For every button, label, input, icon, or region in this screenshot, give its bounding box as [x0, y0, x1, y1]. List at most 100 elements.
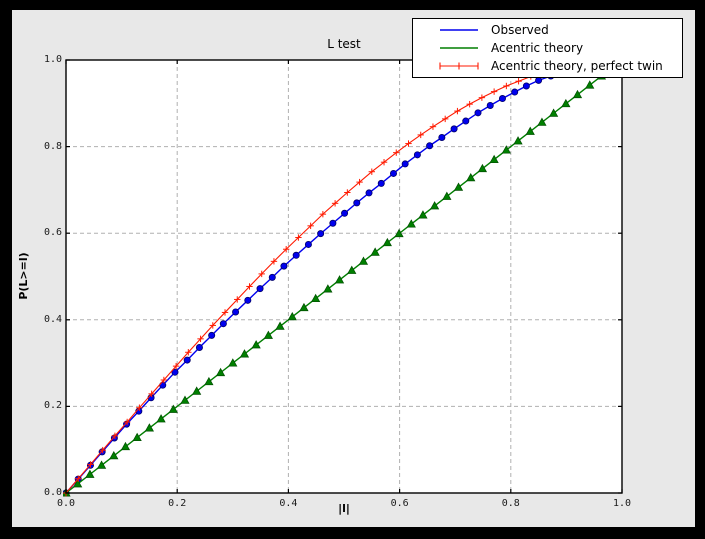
series-2 — [63, 73, 535, 497]
theory-point-marker — [453, 182, 464, 191]
observed-point-marker — [123, 420, 131, 428]
x-tick-label: 1.0 — [612, 498, 632, 509]
acentric-theory-line-sample — [440, 47, 478, 49]
theory-point-marker — [513, 136, 523, 145]
observed-point-marker — [256, 285, 264, 293]
theory-point-marker — [204, 376, 214, 386]
theory-point-marker — [168, 404, 178, 413]
legend: Observed Acentric theory Acentric theory… — [412, 18, 683, 78]
theory-point-marker — [132, 432, 142, 442]
theory-point-marker — [228, 358, 238, 367]
theory-point-marker — [466, 172, 476, 182]
theory-point-marker — [347, 265, 357, 274]
theory-point-marker — [263, 330, 273, 339]
x-axis-label: |l| — [338, 502, 350, 515]
x-tick-label: 0.8 — [501, 498, 520, 509]
theory-point-marker — [144, 423, 154, 432]
perfect-twin-line-sample — [439, 62, 479, 70]
theory-point-marker — [96, 460, 107, 469]
theory-point-marker — [156, 414, 166, 423]
y-tick-label: 0.2 — [43, 400, 62, 412]
theory-point-marker — [430, 201, 440, 210]
theory-point-marker — [394, 228, 404, 238]
axes-spines — [65, 59, 623, 494]
theory-point-marker — [489, 154, 499, 164]
observed-point-marker — [329, 219, 337, 227]
observed-point-marker — [450, 125, 458, 133]
x-tick-label: 0.6 — [390, 498, 409, 509]
theory-point-marker — [370, 247, 380, 256]
observed-point-marker — [486, 101, 494, 109]
observed-point-marker — [498, 95, 506, 103]
theory-point-marker — [192, 386, 202, 395]
figure-canvas: L test |l| P(L>=l) Observed Acentric the… — [12, 10, 695, 527]
observed-line-sample — [440, 29, 478, 31]
y-tick-label: 0.8 — [43, 140, 62, 152]
x-tick-label: 0.2 — [168, 498, 187, 509]
observed-point-marker — [341, 209, 349, 217]
observed-point-marker — [462, 117, 470, 125]
legend-item-observed: Observed — [413, 21, 682, 39]
observed-point-marker — [232, 308, 240, 316]
theory-point-marker — [477, 163, 488, 173]
observed-point-marker — [171, 368, 179, 376]
observed-point-marker — [208, 331, 216, 339]
theory-point-marker — [334, 275, 345, 284]
y-tick-label: 0.0 — [43, 487, 62, 498]
series-1 — [63, 71, 607, 497]
theory-point-marker — [239, 349, 250, 358]
theory-point-marker — [215, 367, 226, 377]
observed-point-marker — [353, 199, 361, 207]
series-line — [65, 75, 602, 494]
observed-point-marker — [522, 82, 530, 90]
theory-point-marker — [73, 479, 83, 488]
theory-point-marker — [275, 321, 285, 330]
theory-point-marker — [311, 293, 321, 303]
observed-point-marker — [474, 109, 482, 117]
theory-point-marker — [549, 108, 559, 117]
theory-point-marker — [109, 450, 119, 460]
y-tick-label: 1.0 — [43, 54, 62, 65]
theory-point-marker — [418, 210, 428, 219]
legend-label-observed: Observed — [491, 23, 549, 37]
theory-point-marker — [382, 237, 392, 247]
observed-point-marker — [317, 230, 325, 238]
observed-point-marker — [535, 76, 543, 84]
theory-point-marker — [287, 311, 297, 321]
observed-point-marker — [413, 151, 421, 159]
x-tick-label: 0.0 — [56, 498, 76, 509]
observed-point-marker — [438, 134, 446, 142]
theory-point-marker — [180, 395, 190, 404]
legend-label-acentric-theory: Acentric theory — [491, 41, 584, 55]
theory-point-marker — [537, 117, 547, 126]
y-axis-label: P(L>=l) — [17, 252, 30, 300]
legend-label-perfect-twin: Acentric theory, perfect twin — [491, 59, 663, 73]
plot-svg — [63, 59, 623, 497]
theory-point-marker — [85, 469, 95, 478]
observed-point-marker — [110, 434, 118, 442]
observed-point-marker — [365, 189, 373, 197]
series-0 — [63, 72, 555, 497]
observed-point-marker — [304, 240, 312, 248]
observed-point-marker — [219, 320, 227, 328]
theory-point-marker — [585, 80, 595, 89]
theory-point-marker — [501, 145, 511, 154]
chart-title: L test — [327, 37, 361, 51]
observed-point-marker — [268, 273, 276, 281]
theory-point-marker — [561, 98, 571, 108]
y-tick-label: 0.4 — [43, 313, 62, 325]
legend-item-acentric-theory: Acentric theory — [413, 39, 682, 57]
theory-point-marker — [572, 89, 583, 99]
theory-point-marker — [406, 219, 416, 228]
legend-item-perfect-twin: Acentric theory, perfect twin — [413, 57, 682, 75]
theory-point-marker — [251, 340, 261, 349]
observed-point-marker — [377, 179, 385, 187]
theory-point-marker — [525, 126, 535, 135]
observed-point-marker — [183, 356, 191, 364]
x-tick-label: 0.4 — [279, 498, 298, 509]
theory-point-marker — [442, 191, 452, 200]
observed-point-marker — [389, 169, 397, 177]
theory-point-marker — [358, 256, 369, 265]
observed-point-marker — [244, 296, 252, 304]
